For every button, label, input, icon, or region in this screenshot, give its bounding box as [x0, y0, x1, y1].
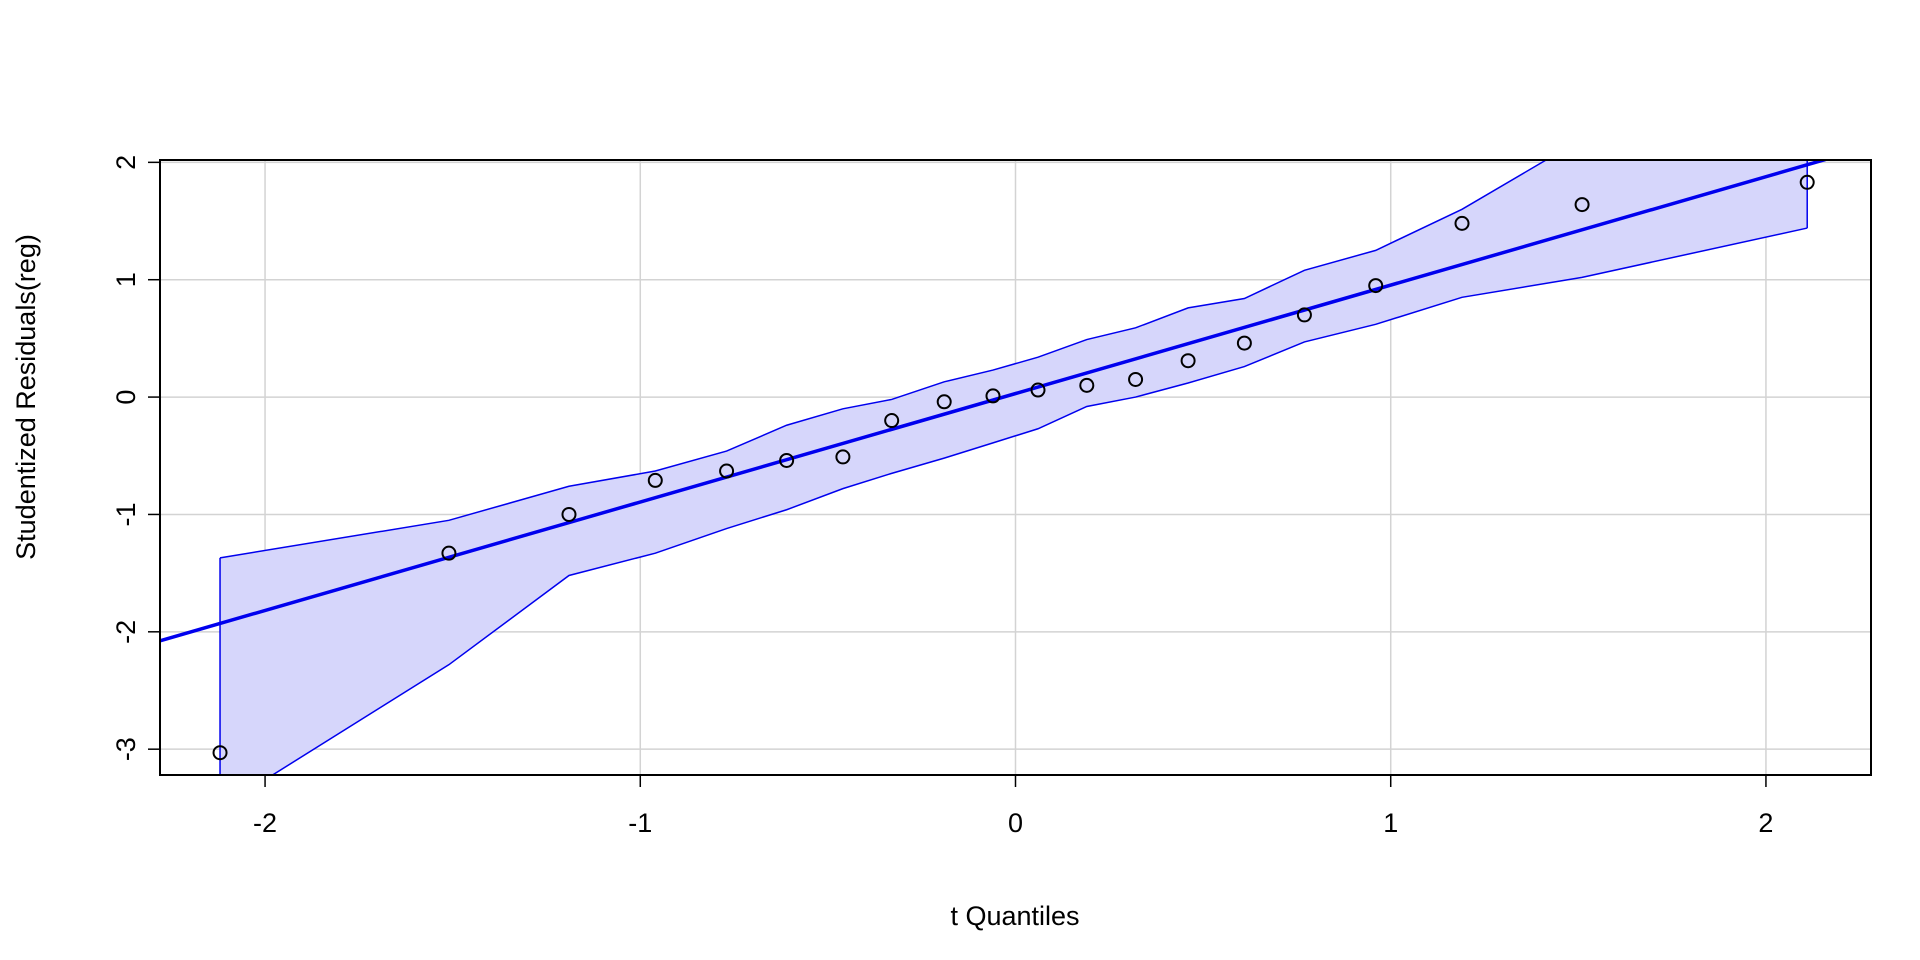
data-point	[1296, 307, 1312, 323]
data-point	[719, 463, 735, 479]
data-point	[1030, 382, 1046, 398]
data-point	[936, 394, 952, 410]
x-tick-label: -2	[253, 808, 277, 838]
data-point	[647, 472, 663, 488]
data-point	[1368, 278, 1384, 294]
data-point	[1799, 174, 1815, 190]
data-point	[1454, 215, 1470, 231]
residual-points	[212, 174, 1815, 761]
data-point	[1079, 377, 1095, 393]
x-tick-label: 2	[1758, 808, 1773, 838]
confidence-envelope	[219, 160, 1808, 775]
data-point	[1128, 371, 1144, 387]
data-point	[1180, 353, 1196, 369]
data-point	[212, 745, 228, 761]
data-point	[779, 452, 795, 468]
x-axis-title: t Quantiles	[950, 901, 1079, 931]
envelope-lower	[271, 227, 1808, 775]
y-tick-label: -1	[111, 502, 141, 526]
x-tick-label: 1	[1383, 808, 1398, 838]
x-tick-label: 0	[1008, 808, 1023, 838]
data-point	[884, 413, 900, 429]
data-point	[561, 506, 577, 522]
data-point	[1236, 335, 1252, 351]
data-point	[1574, 197, 1590, 213]
envelope-upper	[219, 160, 1548, 559]
y-tick-label: 1	[111, 272, 141, 287]
y-tick-label: -3	[111, 737, 141, 761]
data-point	[835, 449, 851, 465]
y-axis-title: Studentized Residuals(reg)	[11, 234, 41, 560]
y-tick-label: 0	[111, 390, 141, 405]
y-tick-label: 2	[111, 155, 141, 170]
data-point	[985, 388, 1001, 404]
x-tick-label: -1	[628, 808, 652, 838]
envelope-fill	[220, 160, 1808, 775]
axes: -2 -1 0 1 2 -3 -2 -1 0 1 2	[111, 155, 1773, 838]
data-point	[441, 545, 457, 561]
y-tick-label: -2	[111, 620, 141, 644]
